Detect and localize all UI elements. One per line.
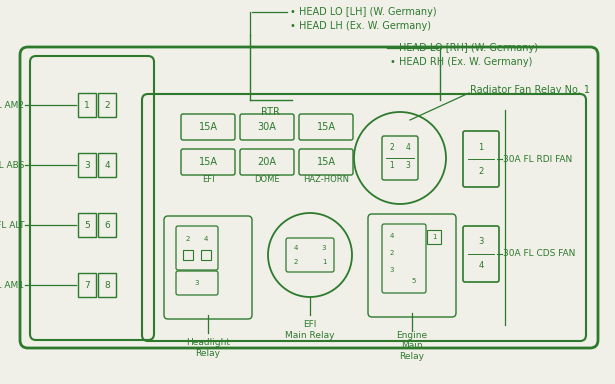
Bar [201, 250, 211, 260]
Text: Engine
Main
Relay: Engine Main Relay [397, 331, 427, 361]
Bar [183, 250, 193, 260]
Text: Headlight
Relay: Headlight Relay [186, 338, 230, 358]
Text: 1: 1 [478, 142, 483, 152]
Text: 1: 1 [84, 101, 90, 109]
Bar [98, 213, 116, 237]
Text: 4: 4 [104, 161, 110, 169]
Text: 30A FL AM2: 30A FL AM2 [0, 101, 24, 109]
Text: 15A: 15A [317, 157, 336, 167]
Text: 3: 3 [405, 162, 410, 170]
Text: 3: 3 [478, 237, 483, 247]
Text: 7: 7 [84, 280, 90, 290]
Text: • HEAD LH (Ex. W. Germany): • HEAD LH (Ex. W. Germany) [290, 21, 431, 31]
Text: 15A: 15A [199, 157, 218, 167]
Text: 4: 4 [405, 144, 410, 152]
Text: 30A FL CDS FAN: 30A FL CDS FAN [503, 250, 576, 258]
Text: 20A: 20A [258, 157, 277, 167]
Text: RTR: RTR [261, 107, 279, 117]
Bar [78, 273, 96, 297]
Text: 8: 8 [104, 280, 110, 290]
Bar [78, 93, 96, 117]
Text: 3: 3 [390, 267, 394, 273]
Text: 2: 2 [104, 101, 110, 109]
Text: EFI: EFI [202, 175, 214, 184]
Bar [98, 153, 116, 177]
Bar [427, 230, 441, 244]
Text: 100A FL ALT: 100A FL ALT [0, 220, 24, 230]
Text: 1: 1 [390, 162, 394, 170]
Bar [78, 153, 96, 177]
Text: 3: 3 [84, 161, 90, 169]
Text: 60A FL ABS: 60A FL ABS [0, 161, 24, 169]
Text: 2: 2 [390, 144, 394, 152]
Text: 15A: 15A [317, 122, 336, 132]
Text: 30A FL RDI FAN: 30A FL RDI FAN [503, 154, 572, 164]
Text: 2: 2 [478, 167, 483, 175]
Text: 40A FL AM1: 40A FL AM1 [0, 280, 24, 290]
Text: 2: 2 [390, 250, 394, 256]
Text: 2: 2 [294, 259, 298, 265]
Text: HAZ-HORN: HAZ-HORN [303, 175, 349, 184]
Text: 5: 5 [84, 220, 90, 230]
Text: 30A: 30A [258, 122, 276, 132]
Bar [98, 93, 116, 117]
Text: 3: 3 [322, 245, 326, 251]
Text: 1: 1 [322, 259, 326, 265]
Text: 1: 1 [432, 234, 436, 240]
Text: • HEAD LO [RH] (W. Germany): • HEAD LO [RH] (W. Germany) [390, 43, 538, 53]
Text: 4: 4 [204, 236, 208, 242]
Bar [78, 213, 96, 237]
Text: 4: 4 [294, 245, 298, 251]
Text: 2: 2 [186, 236, 190, 242]
Text: 5: 5 [412, 278, 416, 284]
Text: 3: 3 [195, 280, 199, 286]
Text: 15A: 15A [199, 122, 218, 132]
Text: 6: 6 [104, 220, 110, 230]
Bar [98, 273, 116, 297]
Text: • HEAD LO [LH] (W. Germany): • HEAD LO [LH] (W. Germany) [290, 7, 437, 17]
Text: EFI
Main Relay: EFI Main Relay [285, 320, 335, 340]
Text: 4: 4 [478, 262, 483, 270]
Text: • HEAD RH (Ex. W. Germany): • HEAD RH (Ex. W. Germany) [390, 57, 533, 67]
Text: DOME: DOME [254, 175, 280, 184]
Text: Radiator Fan Relay No. 1: Radiator Fan Relay No. 1 [470, 85, 590, 95]
Text: 4: 4 [390, 233, 394, 239]
